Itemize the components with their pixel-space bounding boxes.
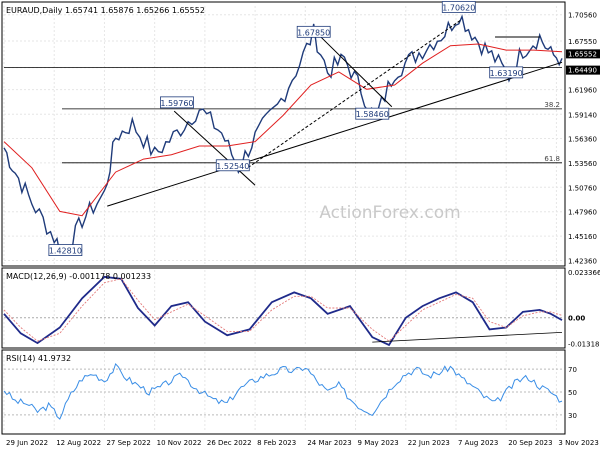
annotation-box: [160, 96, 194, 109]
x-tick-label: 12 Aug 2022: [56, 439, 101, 447]
trendline: [243, 19, 462, 171]
macd-tick-label: 0.023366: [568, 269, 600, 277]
trendline: [107, 61, 563, 207]
price-panel-frame: [1, 1, 566, 267]
price-tick-label: 1.59140: [568, 111, 597, 119]
annotation-label: 1.70620: [442, 3, 475, 12]
current-price-tag: [566, 49, 600, 59]
current-price-tag: [566, 65, 600, 75]
annotation-box: [215, 159, 250, 172]
trendline: [316, 32, 393, 108]
annotation-label: 1.67850: [297, 28, 330, 37]
x-tick-label: 7 Aug 2023: [458, 439, 498, 447]
watermark: ActionForex.com: [319, 203, 460, 223]
trendline: [173, 110, 256, 186]
current-price-tag-label: 1.64490: [568, 67, 597, 75]
rsi-series: [3, 362, 563, 420]
level-label: 38.2: [544, 101, 560, 109]
x-tick-label: 8 Feb 2023: [257, 439, 296, 447]
annotation-box: [355, 107, 390, 120]
price-tick-label: 1.61960: [568, 87, 597, 95]
rsi-tick-label: 30: [568, 412, 577, 420]
price-line: [3, 14, 563, 257]
annotation-box: [296, 25, 331, 38]
annotation-box: [48, 244, 83, 256]
x-tick-label: 10 Nov 2022: [157, 439, 202, 447]
macd-y-axis: 0.023366 0.00 -0.013186: [566, 269, 600, 348]
macd-grid: [3, 270, 562, 346]
macd-trendline: [372, 331, 563, 343]
annotation-box: [489, 66, 524, 79]
price-series: [3, 14, 563, 257]
macd-tick-label: -0.013186: [568, 340, 600, 348]
x-tick-label: 3 Nov 2023: [558, 439, 598, 447]
trendlines: [107, 19, 563, 207]
price-tick-label: 1.53560: [568, 160, 597, 168]
x-tick-label: 27 Sep 2022: [106, 439, 150, 447]
rsi-line: [3, 362, 563, 420]
x-tick-label: 22 Jun 2023: [408, 439, 450, 447]
price-tick-label: 1.42360: [568, 258, 597, 266]
annotation-label: 1.58460: [356, 110, 389, 119]
x-tick-label: 20 Sep 2023: [508, 439, 552, 447]
x-tick-label: 24 Mar 2023: [307, 439, 351, 447]
price-tick-label: 1.45160: [568, 233, 597, 241]
price-tick-label: 1.50760: [568, 184, 597, 192]
annotation-label: 1.42810: [49, 247, 82, 256]
rsi-panel-frame: [1, 349, 566, 435]
ma-line: [3, 43, 563, 217]
ma-series: [3, 43, 563, 217]
annotation-box: [441, 1, 476, 13]
price-tick-label: 1.56360: [568, 135, 597, 143]
macd-line: [3, 275, 563, 347]
macd-series: [3, 275, 563, 347]
macd-panel-frame: [1, 267, 566, 349]
annotation-label: 1.63190: [490, 69, 523, 78]
price-title: EURAUD,Daily 1.65741 1.65876 1.65266 1.6…: [6, 6, 205, 15]
x-tick-label: 9 May 2023: [358, 439, 399, 447]
rsi-title: RSI(14) 41.9732: [6, 354, 71, 363]
price-tick-label: 1.47960: [568, 209, 597, 217]
price-tick-label: 1.70560: [568, 12, 597, 20]
price-tick-label: 1.67550: [568, 38, 597, 46]
rsi-tick-label: 50: [568, 389, 577, 397]
macd-zero-tag: [566, 312, 600, 322]
macd-title: MACD(12,26,9) -0.001178 0.001233: [6, 272, 151, 281]
price-levels: 38.2 61.8: [4, 67, 562, 164]
x-axis: 29 Jun 2022 12 Aug 2022 27 Sep 2022 10 Nov …: [6, 439, 599, 447]
x-tick-label: 29 Jun 2022: [6, 439, 48, 447]
annotation-label: 1.52540: [216, 162, 249, 171]
rsi-tick-label: 70: [568, 366, 577, 374]
rsi-y-axis: 70 50 30: [568, 366, 577, 420]
current-price-tag-label: 1.65552: [568, 50, 597, 58]
price-annotations: 1.70620 1.67850 1.63190 1.58460 1.59760 1.525…: [48, 1, 524, 256]
price-y-axis: 1.70560 1.67550 1.61960 1.59140 1.56360 1.535…: [566, 12, 600, 266]
macd-signal-line: [3, 278, 563, 342]
x-tick-label: 26 Dec 2022: [207, 439, 252, 447]
level-label: 61.8: [544, 155, 560, 163]
macd-tick-label: 0.00: [568, 315, 585, 323]
annotation-label: 1.59760: [160, 99, 193, 108]
